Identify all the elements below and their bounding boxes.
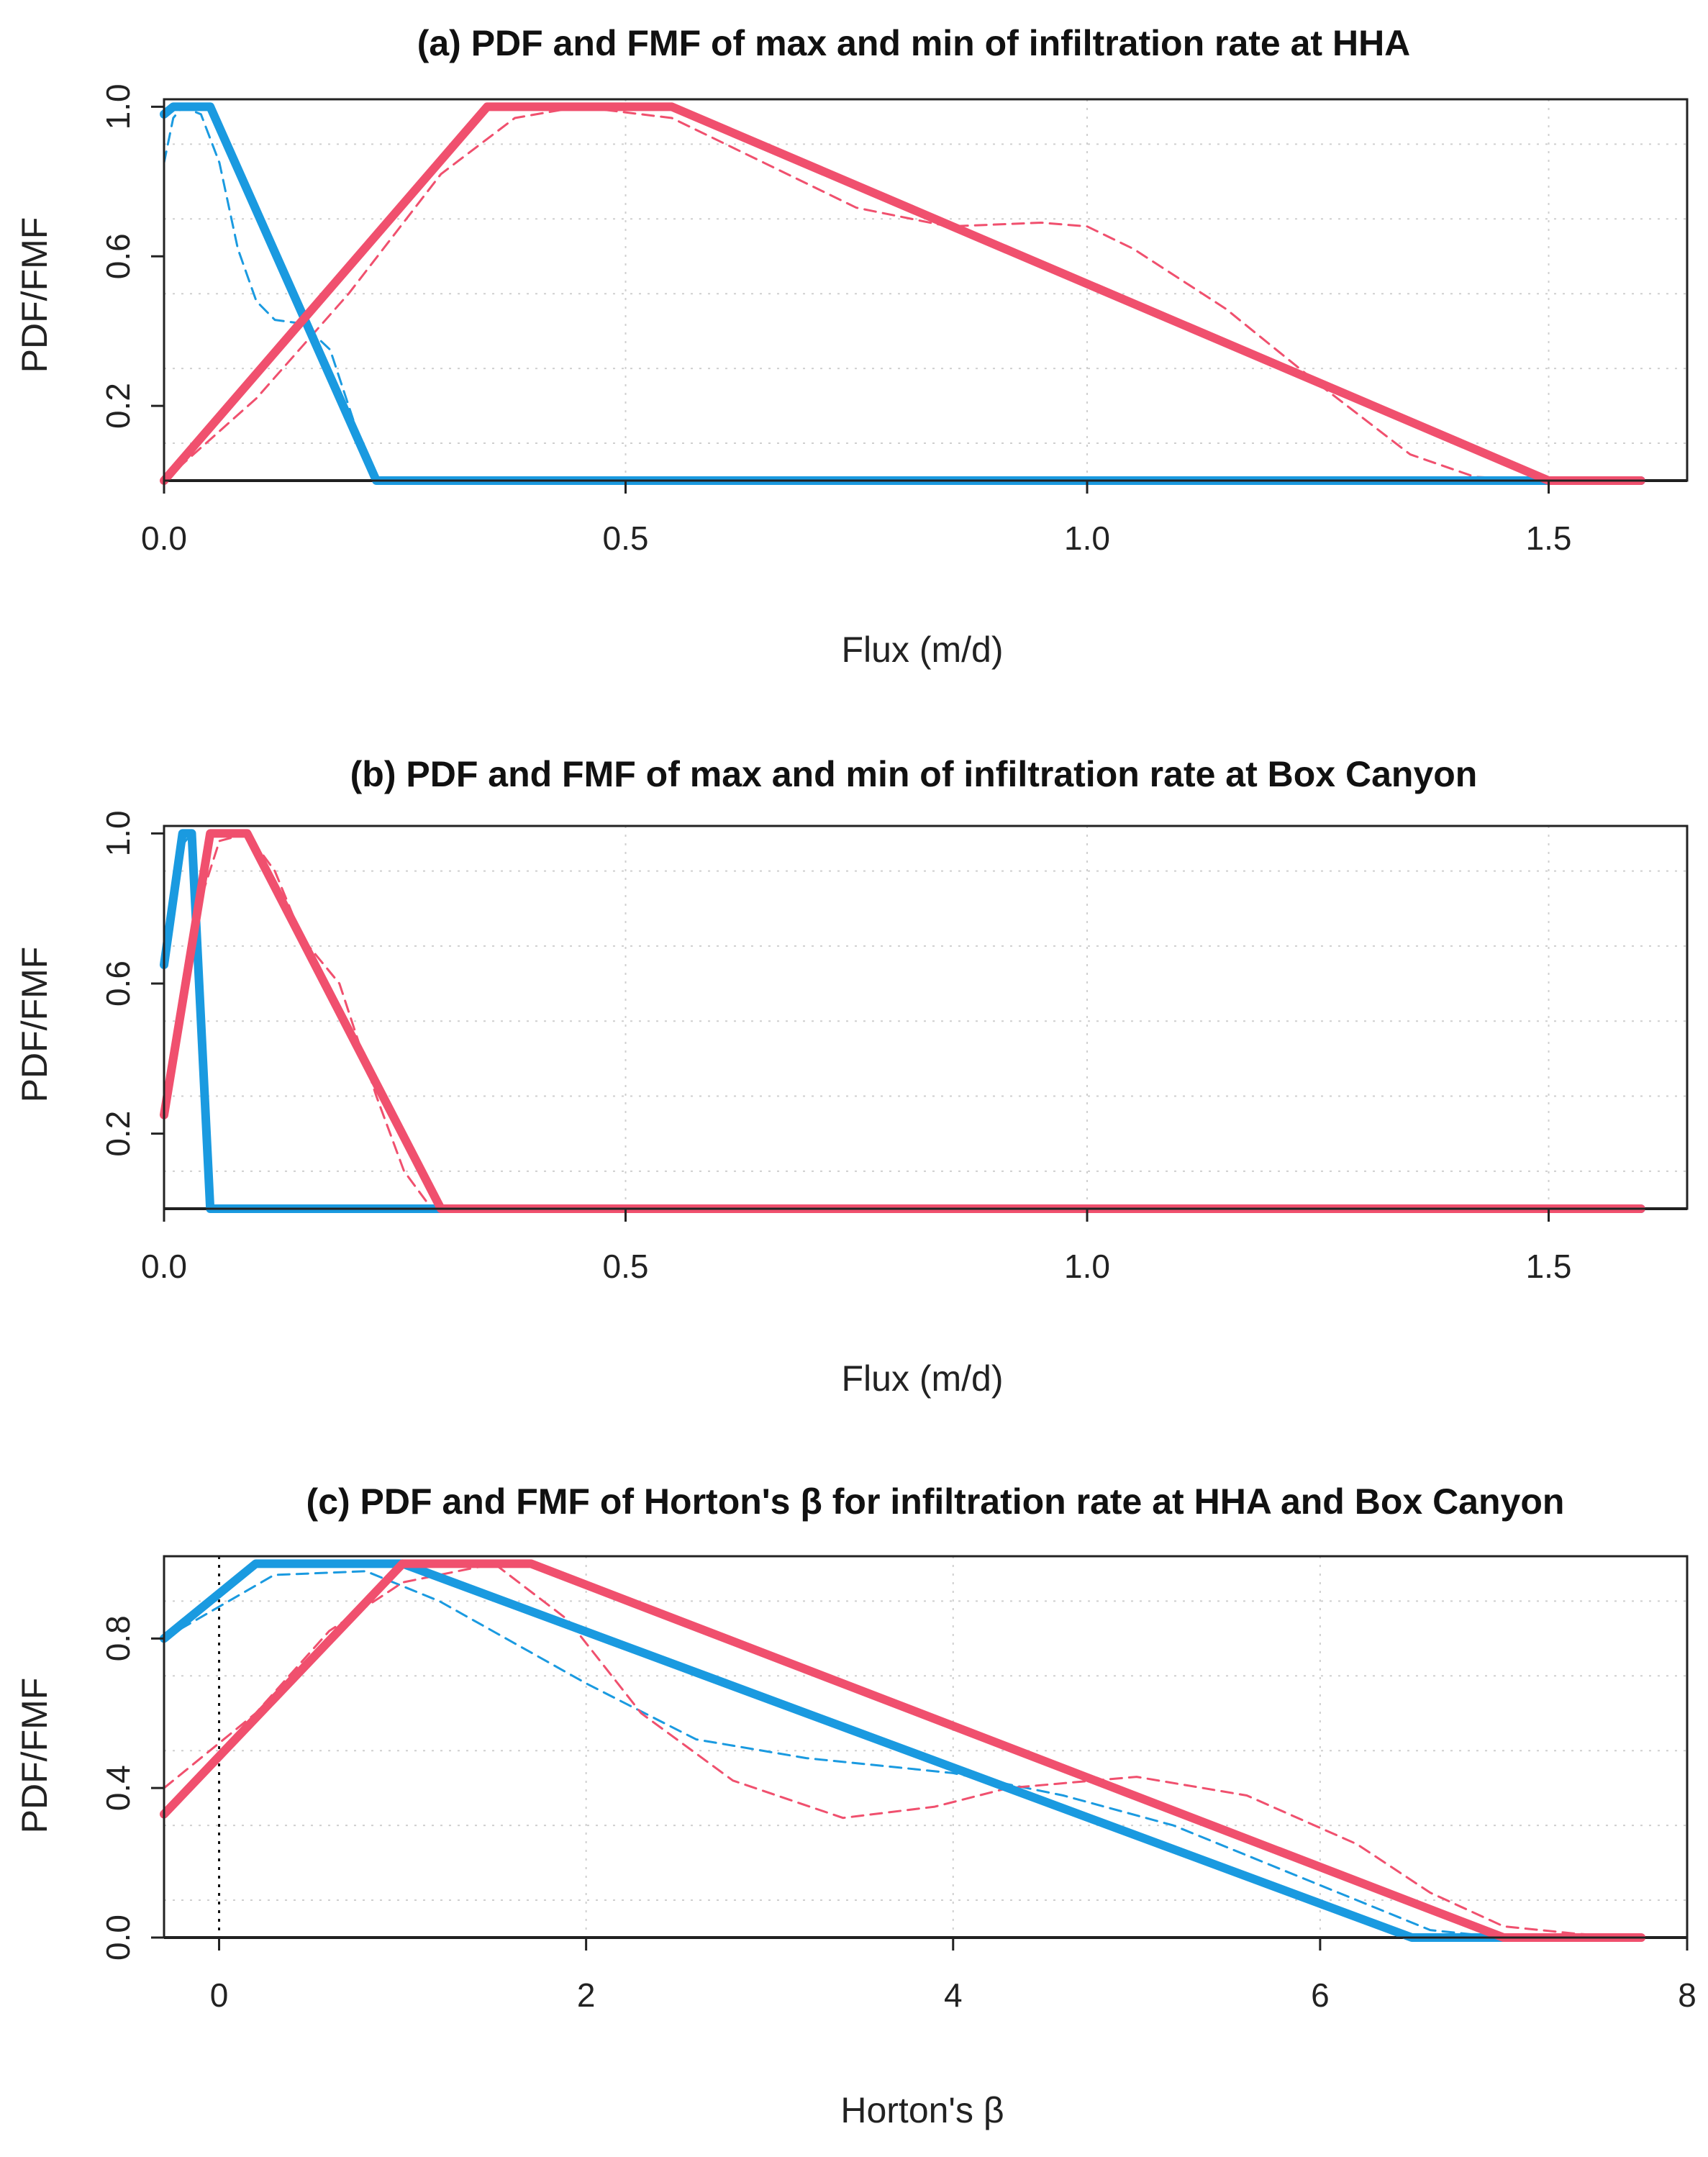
panel-b-title: (b) PDF and FMF of max and min of infilt…	[350, 754, 1478, 794]
panel-c-xtick-label-1: 2	[577, 1976, 596, 2014]
panel-a-xtick-label-1: 0.5	[603, 519, 649, 557]
panel-b-xtick-label-0: 0.0	[141, 1248, 187, 1285]
panel-b: (b) PDF and FMF of max and min of infilt…	[14, 754, 1689, 1399]
panel-b-ytick-label-2: 1.0	[99, 810, 137, 856]
panel-b-xtick-label-1: 0.5	[603, 1248, 649, 1285]
panel-c-series-box-canyon-pdf	[163, 1562, 1643, 1939]
panel-c-xtick-label-2: 4	[944, 1976, 963, 2014]
panel-c-xtick-label-4: 8	[1678, 1976, 1696, 2014]
panel-c-xtick-label-0: 0	[210, 1976, 229, 2014]
panel-b-ytick-label-1: 0.6	[99, 961, 137, 1007]
panel-b-ylabel: PDF/FMF	[14, 947, 55, 1103]
panel-c-ytick-label-2: 0.8	[99, 1615, 137, 1661]
panel-b-ytick-label-0: 0.2	[99, 1111, 137, 1157]
panel-c-frame	[163, 1555, 1689, 1939]
panel-c-series-hha-pdf	[163, 1570, 1505, 1939]
panel-a-frame	[163, 98, 1689, 482]
panel-a-xtick-label-3: 1.5	[1526, 519, 1572, 557]
panel-c-xlabel: Horton's β	[840, 2090, 1004, 2130]
panel-b-ticks: 0.0 0.5 1.0 1.5 0.2 0.6 1.0	[99, 810, 1572, 1285]
panel-b-xtick-label-2: 1.0	[1064, 1248, 1110, 1285]
panel-a-xtick-label-0: 0.0	[141, 519, 187, 557]
panel-a-ylabel: PDF/FMF	[14, 217, 55, 373]
panel-a-ytick-label-2: 1.0	[99, 83, 137, 130]
panel-c-ytick-label-0: 0.0	[99, 1915, 137, 1961]
panel-c-xtick-label-3: 6	[1311, 1976, 1330, 2014]
panel-c: (c) PDF and FMF of Horton's β for infilt…	[14, 1481, 1696, 2130]
panel-b-xtick-label-3: 1.5	[1526, 1248, 1572, 1285]
panel-c-ticks: 0 2 4 6 8 0.0 0.4 0.8	[99, 1615, 1696, 2014]
panel-a-ytick-label-1: 0.6	[99, 233, 137, 279]
panel-a-ytick-label-0: 0.2	[99, 383, 137, 429]
panel-a: (a) PDF and FMF of max and min of infilt…	[14, 23, 1689, 670]
panel-b-xlabel: Flux (m/d)	[842, 1358, 1004, 1399]
panel-b-series-max-pdf	[163, 832, 1643, 1210]
panel-a-title: (a) PDF and FMF of max and min of infilt…	[417, 23, 1411, 63]
panel-c-title: (c) PDF and FMF of Horton's β for infilt…	[306, 1481, 1565, 1522]
panel-a-ticks: 0.0 0.5 1.0 1.5 0.2 0.6 1.0	[99, 83, 1572, 557]
panel-c-ytick-label-1: 0.4	[99, 1765, 137, 1811]
panel-a-xlabel: Flux (m/d)	[842, 630, 1004, 670]
panel-a-xtick-label-2: 1.0	[1064, 519, 1110, 557]
panel-c-ylabel: PDF/FMF	[14, 1678, 55, 1834]
panel-b-frame	[163, 825, 1689, 1210]
